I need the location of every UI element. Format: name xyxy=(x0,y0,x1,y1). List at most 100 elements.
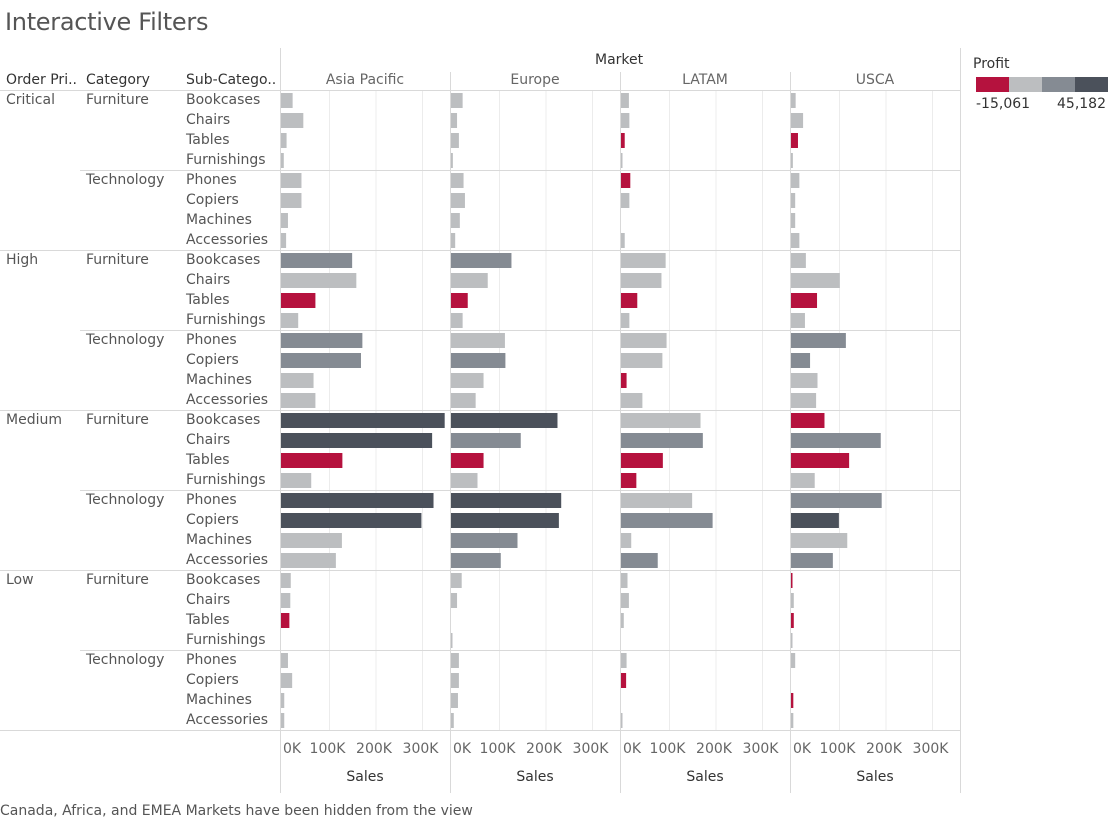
sales-bar xyxy=(621,133,625,148)
sales-bar xyxy=(451,573,462,588)
sub-category-label: Tables xyxy=(186,452,230,468)
sales-bar xyxy=(281,533,342,548)
sales-bar xyxy=(281,373,314,388)
sales-bar xyxy=(621,233,625,248)
legend-min-label: -15,061 xyxy=(976,96,1031,112)
sales-bar xyxy=(791,193,796,208)
sales-bar xyxy=(791,253,806,268)
category-label: Furniture xyxy=(86,252,149,268)
sub-category-label: Chairs xyxy=(186,432,231,448)
sales-bar xyxy=(621,433,703,448)
sales-bar xyxy=(281,93,293,108)
sales-bar xyxy=(281,653,288,668)
market-asia-pacific-header[interactable]: Asia Pacific xyxy=(325,72,405,88)
sales-bar xyxy=(281,353,361,368)
sales-bar xyxy=(621,253,666,268)
sub-category-label: Bookcases xyxy=(186,92,261,108)
sales-bar xyxy=(791,113,804,128)
sub-category-label: Furnishings xyxy=(186,472,266,488)
sales-bar xyxy=(621,473,637,488)
sales-bar xyxy=(791,613,794,628)
footer-note: Canada, Africa, and EMEA Markets have be… xyxy=(0,803,473,819)
market-europe-header[interactable]: Europe xyxy=(510,72,560,88)
sales-bar xyxy=(451,533,518,548)
sales-bar xyxy=(451,493,562,508)
sub-category-label: Machines xyxy=(186,532,252,548)
x-tick-label: 0K xyxy=(623,741,642,757)
sales-bar xyxy=(281,173,302,188)
sales-bar xyxy=(791,153,793,168)
x-tick-label: 100K xyxy=(820,741,857,757)
sales-bar xyxy=(621,153,623,168)
sales-bar xyxy=(281,293,316,308)
sales-bar xyxy=(281,233,287,248)
sales-bar xyxy=(281,433,433,448)
sales-bar xyxy=(451,453,484,468)
sales-bar xyxy=(451,593,458,608)
sales-bar xyxy=(621,413,701,428)
market-usca-header[interactable]: USCA xyxy=(855,72,895,88)
sales-bar xyxy=(791,513,839,528)
legend-swatch-negative xyxy=(976,77,1009,92)
sales-bar xyxy=(281,473,312,488)
x-tick-label: 0K xyxy=(453,741,472,757)
sales-bar xyxy=(281,273,357,288)
x-tick-label: 300K xyxy=(743,741,780,757)
sales-bar xyxy=(451,333,505,348)
sub-category-label: Phones xyxy=(186,172,237,188)
x-tick-label: 0K xyxy=(793,741,812,757)
sales-bar xyxy=(791,473,815,488)
sales-bar xyxy=(451,653,459,668)
sales-bar xyxy=(791,393,817,408)
sub-category-label: Tables xyxy=(186,292,230,308)
order-priority-header[interactable]: Order Pri.. xyxy=(6,72,77,88)
sales-bar xyxy=(621,573,628,588)
sales-bar xyxy=(281,613,290,628)
sales-bar xyxy=(791,453,850,468)
x-tick-label: 100K xyxy=(480,741,517,757)
legend-swatch-mid xyxy=(1042,77,1075,92)
sub-category-label: Chairs xyxy=(186,592,231,608)
sales-bar xyxy=(791,293,818,308)
sales-bar xyxy=(281,513,422,528)
sales-bar xyxy=(451,633,453,648)
category-header[interactable]: Category xyxy=(86,72,150,88)
sales-bar xyxy=(621,533,632,548)
sales-bar xyxy=(281,593,291,608)
sales-bar xyxy=(281,553,336,568)
sales-bar xyxy=(451,713,454,728)
sales-bar xyxy=(621,653,627,668)
profit-legend-ramp[interactable] xyxy=(976,77,1108,93)
sales-bar xyxy=(451,293,468,308)
sub-category-label: Tables xyxy=(186,612,230,628)
sub-category-label: Copiers xyxy=(186,352,239,368)
sales-bar xyxy=(621,333,667,348)
sales-bar xyxy=(281,453,343,468)
sales-bar xyxy=(281,113,304,128)
sales-bar xyxy=(791,173,800,188)
x-tick-label: 200K xyxy=(356,741,393,757)
sub-category-label: Furnishings xyxy=(186,312,266,328)
sales-bar xyxy=(791,433,881,448)
legend-title: Profit xyxy=(973,56,1010,72)
sales-bar xyxy=(791,353,811,368)
sub-category-label: Phones xyxy=(186,652,237,668)
market-latam-header[interactable]: LATAM xyxy=(682,72,728,88)
sub-category-label: Chairs xyxy=(186,112,231,128)
sales-bar xyxy=(281,333,363,348)
category-label: Furniture xyxy=(86,92,149,108)
sub-category-label: Phones xyxy=(186,492,237,508)
sub-category-label: Bookcases xyxy=(186,572,261,588)
sales-bar xyxy=(281,253,353,268)
sales-bar xyxy=(791,313,805,328)
sub-category-label: Furnishings xyxy=(186,632,266,648)
sub-category-label: Phones xyxy=(186,332,237,348)
sales-bar xyxy=(281,413,445,428)
x-tick-label: 200K xyxy=(696,741,733,757)
x-tick-label: 200K xyxy=(526,741,563,757)
sales-bar xyxy=(791,493,882,508)
sub-category-label: Tables xyxy=(186,132,230,148)
sub-category-header[interactable]: Sub-Catego.. xyxy=(186,72,277,88)
sub-category-label: Copiers xyxy=(186,192,239,208)
